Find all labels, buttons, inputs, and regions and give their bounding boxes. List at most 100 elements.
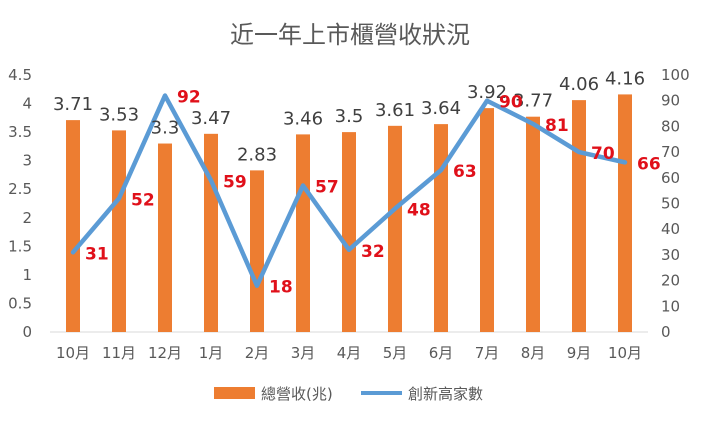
right-axis-tick: 0 [661, 323, 671, 341]
new-high-point [485, 99, 489, 103]
revenue-label: 3.47 [191, 108, 231, 129]
new-high-point [71, 250, 75, 254]
new-high-point [393, 207, 397, 211]
chart-title: 近一年上市櫃營收狀況 [230, 21, 470, 49]
new-high-point [301, 184, 305, 188]
new-high-point [255, 284, 259, 288]
right-axis-tick: 100 [661, 66, 690, 84]
left-axis-tick: 3.5 [8, 123, 32, 141]
right-axis: 0 10 20 30 40 50 60 70 80 90 100 [661, 66, 690, 341]
right-axis-tick: 70 [661, 143, 680, 161]
right-axis-tick: 10 [661, 297, 680, 315]
revenue-bar [204, 133, 218, 332]
new-high-label: 81 [545, 116, 569, 136]
revenue-bar [572, 100, 586, 332]
x-axis-tick: 7月 [475, 344, 500, 362]
new-high-point [531, 122, 535, 126]
revenue-bar [526, 116, 540, 333]
x-axis-tick: 8月 [521, 344, 546, 362]
right-axis-tick: 30 [661, 246, 680, 264]
right-axis-tick: 60 [661, 169, 680, 187]
new-high-label: 90 [499, 93, 523, 113]
x-axis-ticks: 10月 11月 12月 1月 2月 3月 4月 5月 6月 7月 8月 9月 10月 [56, 344, 642, 362]
new-high-label: 57 [315, 178, 339, 198]
new-high-label: 31 [85, 244, 109, 264]
revenue-bars [66, 94, 632, 333]
left-axis: 0 0.5 1 1.5 2 2.5 3 3.5 4 4.5 [8, 66, 32, 341]
revenue-bar [342, 132, 356, 332]
revenue-bar [158, 143, 172, 332]
line-data-labels: 31 52 92 59 18 57 32 48 63 90 81 70 66 [85, 88, 661, 298]
left-axis-tick: 3 [22, 152, 32, 170]
new-high-label: 70 [591, 144, 615, 164]
revenue-bar [66, 120, 80, 333]
legend-bar-swatch [214, 387, 255, 399]
revenue-label: 3.92 [467, 82, 507, 103]
legend-bar-label: 總營收(兆) [261, 385, 333, 403]
new-high-label: 52 [131, 190, 155, 210]
x-axis-tick: 10月 [56, 344, 90, 362]
legend-line-label: 創新高家數 [408, 385, 483, 403]
left-axis-tick: 0 [22, 323, 32, 341]
revenue-bar [250, 170, 264, 332]
revenue-label: 4.06 [559, 74, 599, 95]
revenue-bar [618, 94, 632, 332]
new-high-point [117, 196, 121, 200]
new-high-label: 18 [269, 278, 293, 298]
new-high-label: 59 [223, 172, 247, 192]
new-high-point [439, 168, 443, 172]
x-axis-tick: 10月 [608, 344, 642, 362]
new-high-point [577, 150, 581, 154]
new-high-label: 92 [177, 88, 201, 108]
new-high-point [163, 94, 167, 98]
revenue-label: 3.46 [283, 108, 323, 129]
left-axis-tick: 1 [22, 266, 32, 284]
revenue-label: 3.77 [513, 91, 553, 112]
x-axis-tick: 6月 [429, 344, 454, 362]
revenue-bar [112, 130, 126, 332]
bar-data-labels: 3.71 3.53 3.3 3.47 2.83 3.46 3.5 3.61 3.64 3.92 3.… [53, 68, 645, 165]
right-axis-tick: 90 [661, 92, 680, 110]
revenue-label: 3.71 [53, 94, 93, 115]
revenue-bar [434, 124, 448, 332]
revenue-label: 4.16 [605, 68, 645, 89]
x-axis-tick: 9月 [567, 344, 592, 362]
x-axis-tick: 11月 [102, 344, 136, 362]
left-axis-tick: 2 [22, 209, 32, 227]
new-high-label: 48 [407, 201, 431, 221]
new-high-label: 32 [361, 242, 385, 262]
left-axis-tick: 4 [22, 95, 32, 113]
legend: 總營收(兆) 創新高家數 [214, 385, 483, 403]
revenue-label: 3.53 [99, 104, 139, 125]
revenue-bar [480, 108, 494, 332]
revenue-label: 2.83 [237, 144, 277, 165]
new-high-line [70, 93, 628, 288]
new-high-point [347, 248, 351, 252]
left-axis-tick: 1.5 [8, 237, 32, 255]
left-axis-tick: 2.5 [8, 180, 32, 198]
revenue-bar [388, 125, 402, 332]
revenue-label: 3.64 [421, 98, 461, 119]
x-axis-tick: 2月 [245, 344, 270, 362]
right-axis-tick: 80 [661, 117, 680, 135]
revenue-label: 3.61 [375, 100, 415, 121]
right-axis-tick: 20 [661, 272, 680, 290]
new-high-label: 66 [637, 154, 661, 174]
x-axis-tick: 5月 [383, 344, 408, 362]
x-axis-tick: 12月 [148, 344, 182, 362]
left-axis-tick: 0.5 [8, 294, 32, 312]
x-axis-tick: 1月 [199, 344, 224, 362]
x-axis-tick: 4月 [337, 344, 362, 362]
revenue-label: 3.3 [151, 118, 180, 139]
revenue-bar [296, 134, 310, 332]
new-high-point [623, 160, 627, 164]
new-high-label: 63 [453, 162, 477, 182]
left-axis-tick: 4.5 [8, 66, 32, 84]
right-axis-tick: 40 [661, 220, 680, 238]
new-high-point [209, 178, 213, 182]
revenue-label: 3.5 [335, 106, 364, 127]
right-axis-tick: 50 [661, 195, 680, 213]
x-axis-tick: 3月 [291, 344, 316, 362]
